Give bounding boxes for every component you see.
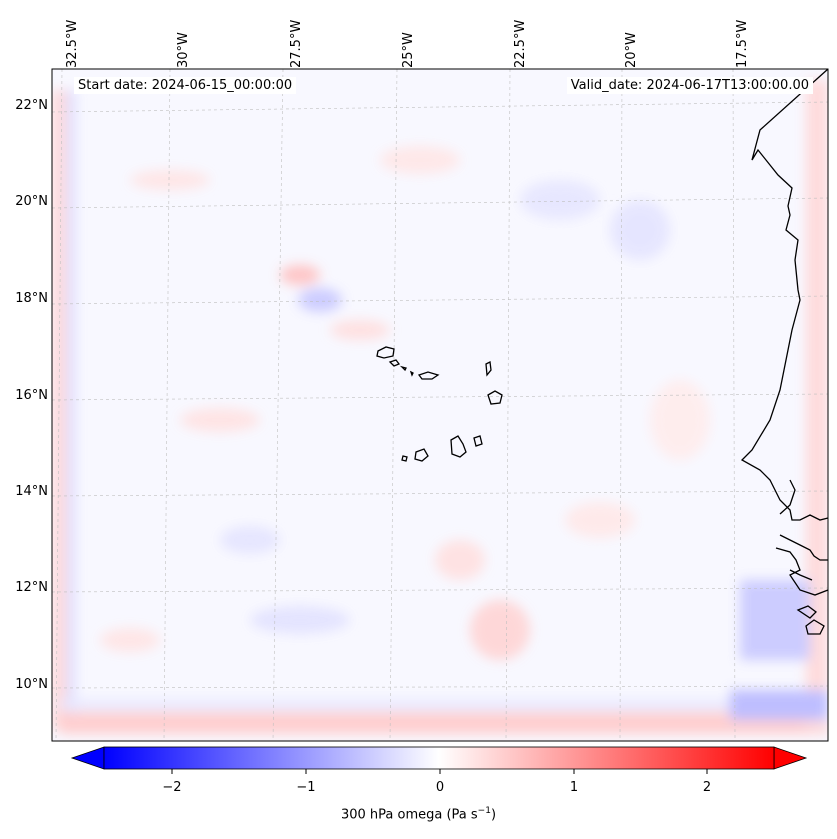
map-frame bbox=[51, 68, 829, 742]
lat-label: 20°N bbox=[15, 194, 48, 209]
colorbar-tick-label: 1 bbox=[569, 780, 579, 795]
lon-label: 32.5°W bbox=[65, 19, 80, 68]
lat-label: 14°N bbox=[15, 484, 48, 499]
cape-verde-islands bbox=[376, 346, 503, 462]
colorbar bbox=[70, 746, 808, 774]
lon-label: 20°W bbox=[624, 32, 639, 68]
lat-label: 10°N bbox=[15, 677, 48, 692]
lat-label: 22°N bbox=[15, 98, 48, 113]
lon-label: 25°W bbox=[401, 32, 416, 68]
lon-label: 30°W bbox=[176, 32, 191, 68]
graticule bbox=[52, 69, 828, 741]
lat-label: 16°N bbox=[15, 388, 48, 403]
lon-label: 22.5°W bbox=[513, 19, 528, 68]
lon-label: 27.5°W bbox=[289, 19, 304, 68]
colorbar-tick-label: 2 bbox=[702, 780, 712, 795]
west-africa-coastline bbox=[740, 68, 829, 635]
colorbar-label: 300 hPa omega (Pa s−1) bbox=[340, 806, 497, 823]
colorbar-tick-label: 0 bbox=[435, 780, 445, 795]
colorbar-extend-max bbox=[773, 746, 808, 770]
colorbar-extend-min bbox=[70, 746, 105, 770]
valid-date-annotation: Valid_date: 2024-06-17T13:00:00.00 bbox=[566, 77, 813, 94]
start-date-annotation: Start date: 2024-06-15_00:00:00 bbox=[74, 77, 297, 94]
lon-label: 17.5°W bbox=[735, 19, 750, 68]
lat-label: 12°N bbox=[15, 580, 48, 595]
lat-label: 18°N bbox=[15, 291, 48, 306]
colorbar-tick-label: −1 bbox=[296, 780, 316, 795]
omega-field bbox=[52, 69, 828, 741]
colorbar-gradient bbox=[103, 746, 775, 770]
colorbar-tick-label: −2 bbox=[162, 780, 182, 795]
